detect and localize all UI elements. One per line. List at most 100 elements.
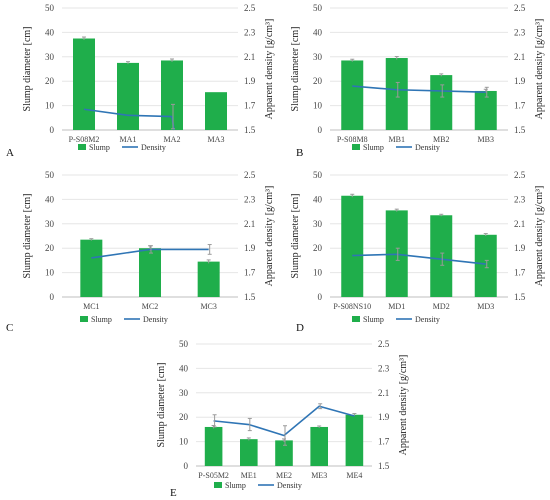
legend: Slump Density <box>352 143 440 152</box>
y-tick-label: 10 <box>45 101 55 111</box>
y2-tick-label: 1.5 <box>378 461 390 471</box>
legend-label-slump: Slump <box>91 315 112 324</box>
x-tick-label: MB3 <box>478 135 494 144</box>
x-tick-label: MB2 <box>433 135 449 144</box>
legend-swatch-slump <box>80 316 88 322</box>
x-tick-label: MA2 <box>164 135 181 144</box>
legend-label-density: Density <box>277 481 302 490</box>
bar <box>385 58 408 130</box>
y-tick-label: 10 <box>313 268 323 278</box>
panel-letter: D <box>296 322 304 334</box>
y-tick-label: 40 <box>179 363 189 373</box>
y-tick-label: 30 <box>45 52 55 62</box>
x-tick-label: P-S08NS10 <box>333 302 371 311</box>
y2-tick-label: 1.9 <box>514 76 526 86</box>
y-tick-label: 20 <box>45 76 55 86</box>
bar <box>73 38 95 130</box>
bar <box>204 426 223 466</box>
y-axis-label: Slump diameter [cm] <box>22 27 33 112</box>
bar <box>80 239 103 297</box>
x-tick-label: MB1 <box>389 135 405 144</box>
y2-tick-label: 2.3 <box>514 27 526 37</box>
legend-label-density: Density <box>415 315 440 324</box>
x-tick-label: P-S08M2 <box>69 135 100 144</box>
y2-tick-label: 2.1 <box>378 388 389 398</box>
legend-label-density: Density <box>141 143 166 152</box>
x-tick-label: MD3 <box>477 302 494 311</box>
bar <box>161 60 183 130</box>
y2-tick-label: 2.5 <box>514 170 526 180</box>
bar <box>341 60 364 130</box>
x-tick-label: P-S08M8 <box>337 135 368 144</box>
bar <box>275 440 293 466</box>
y-tick-label: 30 <box>179 388 189 398</box>
y-tick-label: 0 <box>318 125 323 135</box>
x-tick-label: P-S05M2 <box>198 471 229 480</box>
y-tick-label: 0 <box>318 292 323 302</box>
bar <box>139 248 161 297</box>
density-line <box>83 108 173 118</box>
x-tick-label: MA1 <box>120 135 137 144</box>
y-axis-label: Slump diameter [cm] <box>290 194 301 279</box>
y-axis-label: Slump diameter [cm] <box>156 363 167 448</box>
legend-label-density: Density <box>415 143 440 152</box>
x-tick-label: MD2 <box>433 302 450 311</box>
x-tick-label: ME1 <box>241 471 257 480</box>
y2-tick-label: 2.5 <box>514 3 526 13</box>
y-tick-label: 10 <box>179 437 189 447</box>
x-tick-label: MC3 <box>200 302 216 311</box>
y-tick-label: 50 <box>179 339 189 349</box>
y-tick-label: 40 <box>313 27 323 37</box>
y-tick-label: 40 <box>45 27 55 37</box>
y-tick-label: 50 <box>313 170 323 180</box>
y-tick-label: 20 <box>179 412 189 422</box>
y2-tick-label: 1.9 <box>514 243 526 253</box>
x-tick-label: MC1 <box>83 302 99 311</box>
x-tick-label: ME3 <box>311 471 327 480</box>
y2-tick-label: 2.3 <box>514 194 526 204</box>
legend-label-density: Density <box>143 315 168 324</box>
y2-tick-label: 1.7 <box>514 101 526 111</box>
y-tick-label: 0 <box>50 292 55 302</box>
y-tick-label: 30 <box>45 219 55 229</box>
density-line <box>91 248 209 259</box>
bar <box>430 75 453 130</box>
y2-tick-label: 1.9 <box>244 76 256 86</box>
bar <box>197 261 220 297</box>
y-tick-label: 0 <box>50 125 55 135</box>
y-tick-label: 50 <box>45 170 55 180</box>
x-tick-label: MA3 <box>208 135 225 144</box>
chart-panel-b: 0 10 20 30 40 50 1.5 1.7 1.9 2.1 2.3 2.5 Slump diame… <box>290 3 545 159</box>
y-tick-label: 20 <box>45 243 55 253</box>
legend-swatch-slump <box>352 316 360 322</box>
legend: Slump Density <box>78 143 166 152</box>
y2-tick-label: 2.5 <box>378 339 390 349</box>
y2-tick-label: 2.1 <box>244 52 255 62</box>
y2-tick-label: 1.7 <box>514 268 526 278</box>
x-tick-label: ME4 <box>346 471 362 480</box>
legend-label-slump: Slump <box>89 143 110 152</box>
y2-tick-label: 1.5 <box>514 292 526 302</box>
x-tick-label: ME2 <box>276 471 292 480</box>
y-tick-label: 30 <box>313 52 323 62</box>
density-line <box>352 85 486 93</box>
y-tick-label: 20 <box>313 76 323 86</box>
legend-label-slump: Slump <box>363 143 384 152</box>
y-tick-label: 20 <box>313 243 323 253</box>
legend-swatch-slump <box>78 144 86 150</box>
y2-tick-label: 2.1 <box>244 219 255 229</box>
y2-tick-label: 2.1 <box>514 52 525 62</box>
legend: Slump Density <box>214 481 302 490</box>
chart-panel-d: 0 10 20 30 40 50 1.5 1.7 1.9 2.1 2.3 2.5 Slump diame… <box>290 170 545 334</box>
bar <box>117 62 139 130</box>
legend-swatch-slump <box>214 482 222 488</box>
y2-tick-label: 1.7 <box>244 268 256 278</box>
y-tick-label: 40 <box>313 194 323 204</box>
legend: Slump Density <box>352 315 440 324</box>
y2-tick-label: 2.5 <box>244 170 256 180</box>
panel-letter: A <box>6 147 14 159</box>
y2-axis-label: Apparent density [g/cm³] <box>534 186 545 287</box>
legend-swatch-slump <box>352 144 360 150</box>
y2-axis-label: Apparent density [g/cm³] <box>264 186 275 287</box>
